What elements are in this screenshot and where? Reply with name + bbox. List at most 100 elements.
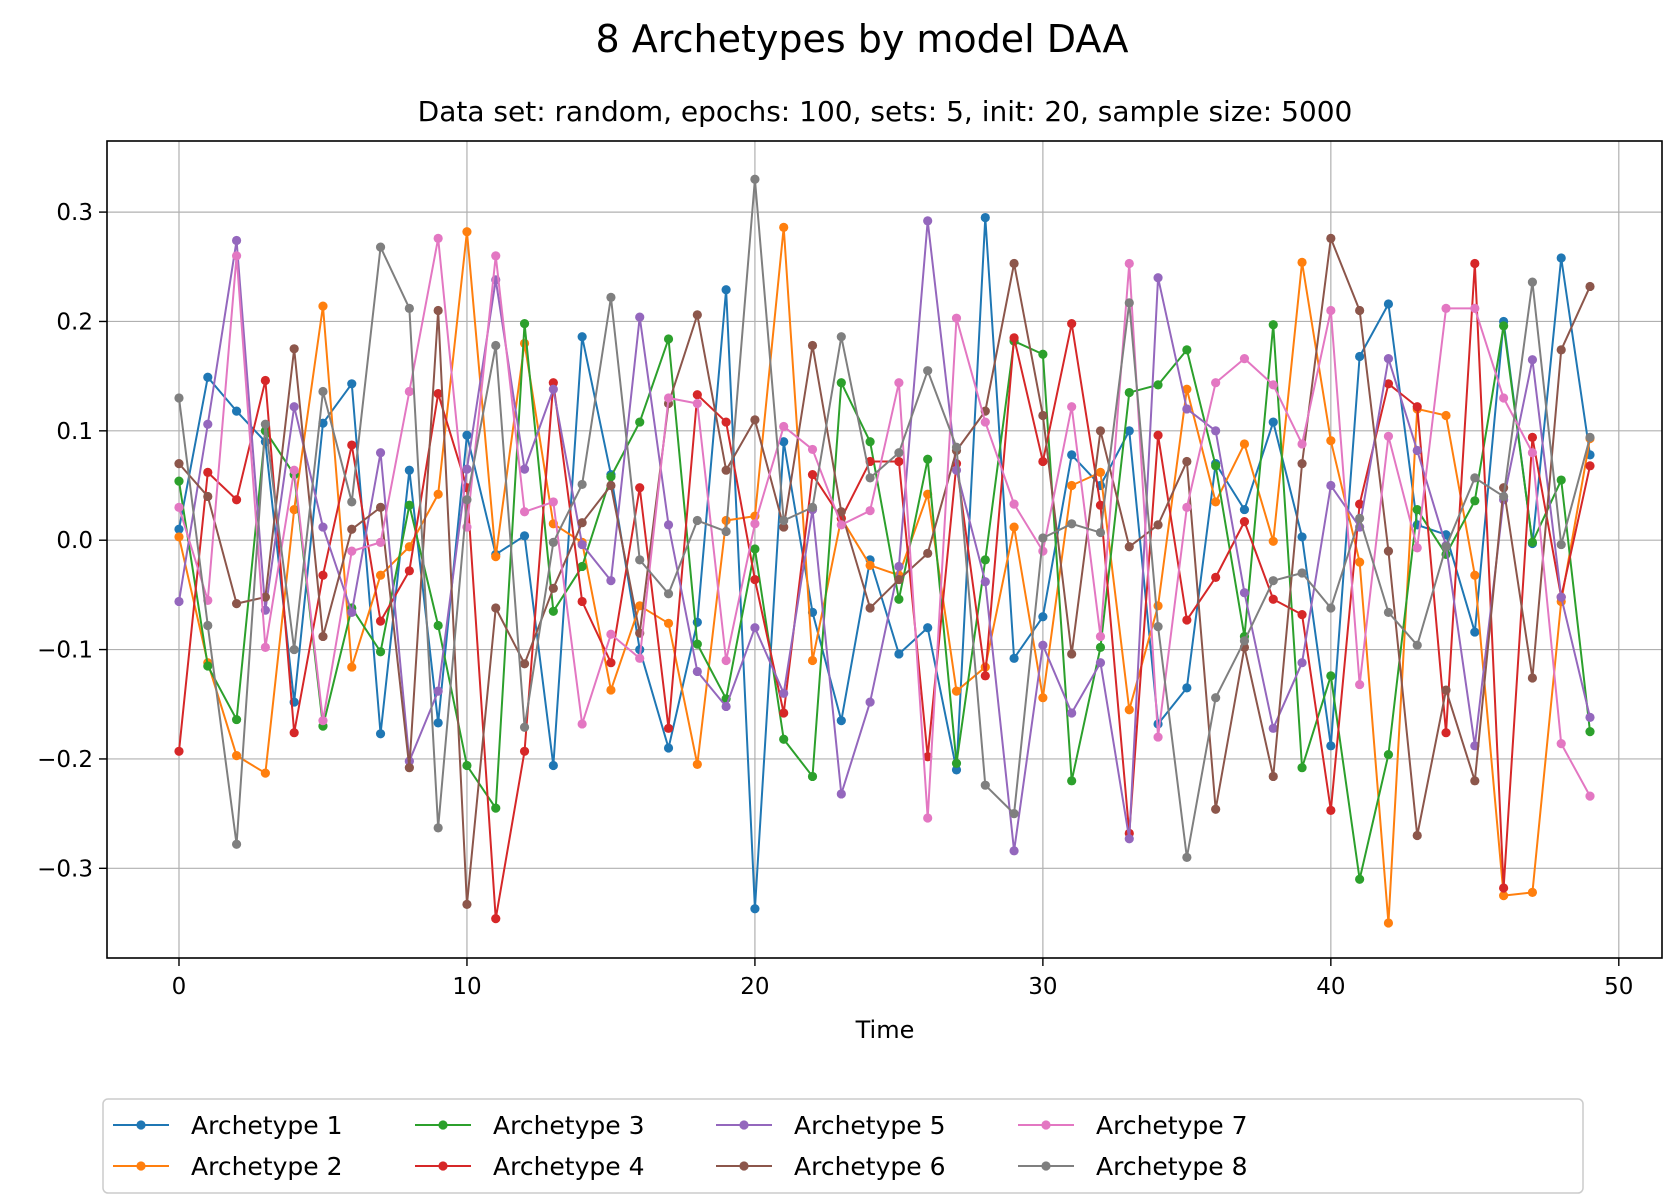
- data-point: [433, 718, 443, 728]
- data-point: [462, 227, 472, 237]
- data-point: [347, 607, 357, 617]
- plot-frame: [106, 140, 1663, 959]
- data-point: [404, 303, 414, 313]
- data-point: [606, 685, 616, 695]
- data-point: [1268, 576, 1278, 586]
- data-point: [462, 430, 472, 440]
- data-point: [750, 174, 760, 184]
- data-point: [1585, 712, 1595, 722]
- data-point: [1095, 642, 1106, 652]
- data-point: [836, 332, 846, 342]
- legend-label: Archetype 8: [1096, 1152, 1248, 1181]
- data-point: [174, 532, 184, 542]
- data-point: [865, 437, 875, 447]
- y-tick-label: 0.0: [56, 528, 93, 554]
- data-point: [1585, 461, 1595, 471]
- data-point: [980, 555, 990, 565]
- legend-label: Archetype 1: [191, 1111, 343, 1140]
- data-point: [807, 771, 818, 782]
- data-point: [923, 216, 933, 226]
- data-point: [1067, 319, 1077, 329]
- data-point: [260, 592, 270, 602]
- data-point: [951, 442, 962, 452]
- data-point: [347, 379, 357, 389]
- data-point: [404, 465, 414, 475]
- data-point: [750, 904, 760, 914]
- legend-label: Archetype 4: [493, 1152, 645, 1181]
- data-point: [692, 759, 702, 770]
- data-point: [1124, 258, 1134, 269]
- data-point: [433, 489, 443, 499]
- data-point: [1470, 570, 1480, 580]
- data-point: [894, 448, 904, 458]
- data-point: [635, 417, 645, 427]
- data-point: [1239, 517, 1250, 527]
- data-point: [1182, 683, 1192, 693]
- data-point: [1182, 384, 1192, 394]
- data-point: [1239, 354, 1250, 364]
- data-point: [203, 419, 213, 429]
- series-line: [178, 237, 1591, 820]
- data-point: [721, 701, 731, 712]
- data-point: [1009, 333, 1019, 343]
- data-point: [1239, 504, 1250, 515]
- data-point: [1499, 883, 1509, 893]
- data-point: [203, 620, 213, 631]
- data-point: [1124, 426, 1134, 436]
- series-archetype-8: [174, 174, 1595, 862]
- data-point: [174, 459, 184, 469]
- data-point: [491, 603, 501, 613]
- data-point: [289, 644, 299, 655]
- data-point: [1038, 456, 1048, 467]
- legend-box: [102, 1098, 1584, 1194]
- data-point: [1124, 542, 1134, 552]
- x-tick-label: 40: [1316, 974, 1345, 1000]
- data-point: [606, 472, 616, 482]
- data-point: [174, 476, 184, 486]
- data-point: [750, 544, 760, 554]
- data-point: [1326, 436, 1336, 446]
- data-point: [1556, 592, 1566, 602]
- series-line: [178, 237, 1591, 906]
- data-point: [375, 570, 386, 580]
- data-point: [750, 415, 760, 425]
- data-point: [1182, 456, 1192, 467]
- data-point: [462, 495, 472, 505]
- data-point: [1585, 727, 1595, 737]
- data-point: [404, 542, 414, 552]
- legend-entry: Archetype 8: [1018, 1152, 1248, 1181]
- data-point: [260, 642, 270, 652]
- data-point: [779, 708, 789, 718]
- data-point: [1527, 277, 1538, 287]
- data-point: [1326, 603, 1336, 613]
- data-point: [692, 639, 702, 649]
- data-point: [1326, 741, 1336, 751]
- data-point: [231, 839, 242, 849]
- data-point: [1355, 513, 1365, 523]
- data-point: [1182, 852, 1192, 862]
- data-point: [1585, 432, 1595, 442]
- data-point: [462, 899, 472, 910]
- data-point: [1355, 679, 1365, 690]
- data-point: [260, 419, 270, 429]
- data-point: [836, 507, 846, 517]
- legend-entry: Archetype 4: [415, 1152, 645, 1181]
- data-point: [1182, 345, 1192, 355]
- data-point: [1153, 601, 1163, 611]
- data-point: [923, 752, 933, 762]
- data-point: [779, 515, 789, 526]
- data-point: [375, 502, 386, 512]
- data-point: [174, 502, 184, 512]
- data-point: [347, 497, 357, 507]
- series-archetype-7: [174, 233, 1595, 823]
- data-point: [231, 599, 242, 609]
- data-point: [894, 378, 904, 388]
- data-point: [1470, 473, 1480, 483]
- data-point: [1355, 305, 1365, 316]
- data-point: [1095, 658, 1106, 668]
- data-point: [577, 332, 587, 342]
- data-point: [1441, 685, 1451, 695]
- data-point: [289, 402, 299, 412]
- data-point: [1009, 522, 1019, 532]
- data-point: [347, 440, 357, 450]
